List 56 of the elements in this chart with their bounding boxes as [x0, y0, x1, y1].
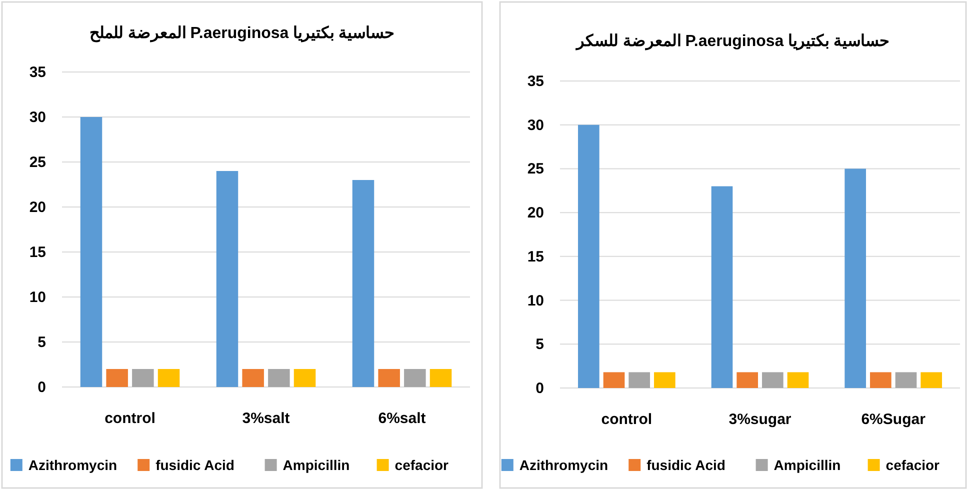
x-tick-label: 6%salt — [378, 410, 426, 427]
x-tick-label: control — [104, 410, 156, 427]
bar — [404, 369, 426, 387]
legend-label: Ampicillin — [282, 457, 350, 473]
legend-label: fusidic Acid — [156, 457, 234, 473]
y-tick-label: 30 — [527, 116, 544, 134]
bar — [216, 171, 238, 387]
y-tick-label: 10 — [527, 292, 544, 310]
chart-title: حساسية بكتيريا P.aeruginosa المعرضة للسكر — [575, 33, 890, 51]
bar — [158, 369, 180, 387]
y-tick-label: 20 — [527, 204, 544, 222]
bar — [603, 372, 625, 388]
bar — [920, 372, 942, 388]
bar — [578, 124, 600, 388]
y-tick-label: 0 — [536, 380, 544, 397]
bar — [628, 372, 650, 388]
y-tick-label: 15 — [527, 248, 544, 266]
bar — [294, 369, 316, 387]
y-tick-label: 0 — [38, 379, 46, 396]
y-tick-label: 5 — [536, 336, 544, 354]
x-tick-label: 3%salt — [242, 410, 290, 427]
legend-label: cefacior — [886, 457, 940, 473]
y-tick-label: 30 — [29, 109, 46, 126]
bar — [352, 180, 374, 387]
y-tick-label: 25 — [29, 154, 46, 171]
legend-label: cefacior — [394, 457, 450, 473]
bar — [378, 369, 400, 387]
y-tick-label: 35 — [29, 64, 46, 81]
y-tick-label: 10 — [29, 289, 46, 306]
chart-title: حساسية بكتيريا P.aeruginosa المعرضة للملح — [89, 25, 395, 43]
x-tick-label: control — [601, 411, 652, 428]
x-tick-label: 3%sugar — [728, 411, 792, 428]
y-tick-label: 35 — [527, 73, 544, 90]
y-tick-label: 5 — [38, 334, 46, 351]
bar — [870, 372, 892, 388]
bar — [106, 369, 128, 387]
y-tick-label: 25 — [527, 160, 544, 178]
bar — [430, 369, 452, 387]
x-tick-label: 6%Sugar — [861, 411, 926, 428]
y-tick-label: 20 — [29, 199, 46, 216]
bar — [844, 168, 866, 388]
bar — [268, 369, 290, 387]
bar — [736, 372, 758, 388]
legend-label: Azithromycin — [519, 457, 608, 473]
bar — [242, 369, 264, 387]
legend-label: fusidic Acid — [646, 457, 726, 473]
bar — [654, 372, 676, 388]
bar — [80, 117, 102, 387]
bar — [711, 186, 733, 388]
bar — [895, 372, 917, 388]
bar — [787, 372, 809, 388]
legend-label: Azithromycin — [28, 457, 118, 473]
bar — [132, 369, 154, 387]
bar — [762, 372, 784, 388]
legend-label: Ampicillin — [774, 457, 841, 473]
y-tick-label: 15 — [29, 244, 46, 261]
